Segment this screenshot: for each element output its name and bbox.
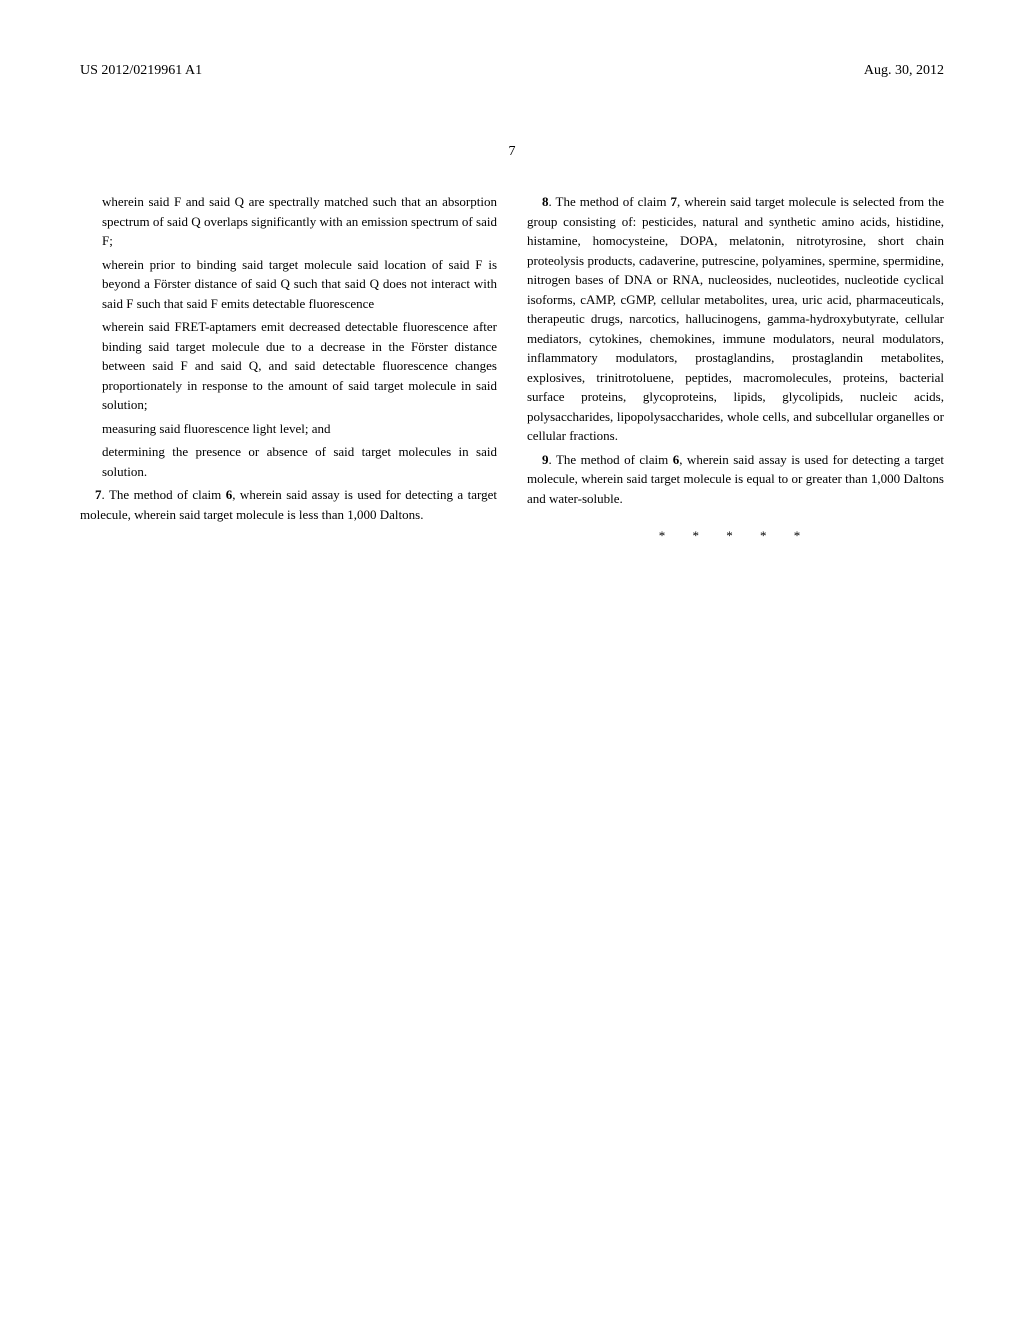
claim-8: 8. The method of claim 7, wherein said t… xyxy=(527,192,944,446)
claim-text: . The method of claim xyxy=(102,487,226,502)
claim-text: . The method of claim xyxy=(549,452,673,467)
claim-text: , wherein said target molecule is select… xyxy=(527,194,944,443)
left-column: wherein said F and said Q are spectrally… xyxy=(80,192,497,546)
content-area: wherein said F and said Q are spectrally… xyxy=(80,192,944,546)
page-header: US 2012/0219961 A1 Aug. 30, 2012 xyxy=(80,60,944,81)
page-number: 7 xyxy=(80,141,944,162)
claim-paragraph: measuring said fluorescence light level;… xyxy=(80,419,497,439)
publication-date: Aug. 30, 2012 xyxy=(864,60,944,81)
claim-paragraph: wherein said F and said Q are spectrally… xyxy=(80,192,497,251)
claim-paragraph: wherein said FRET-aptamers emit decrease… xyxy=(80,317,497,415)
claim-9: 9. The method of claim 6, wherein said a… xyxy=(527,450,944,509)
publication-number: US 2012/0219961 A1 xyxy=(80,60,202,81)
right-column: 8. The method of claim 7, wherein said t… xyxy=(527,192,944,546)
claim-paragraph: wherein prior to binding said target mol… xyxy=(80,255,497,314)
claim-text: . The method of claim xyxy=(549,194,671,209)
claim-paragraph: determining the presence or absence of s… xyxy=(80,442,497,481)
claim-7: 7. The method of claim 6, wherein said a… xyxy=(80,485,497,524)
end-separator: * * * * * xyxy=(527,526,944,546)
